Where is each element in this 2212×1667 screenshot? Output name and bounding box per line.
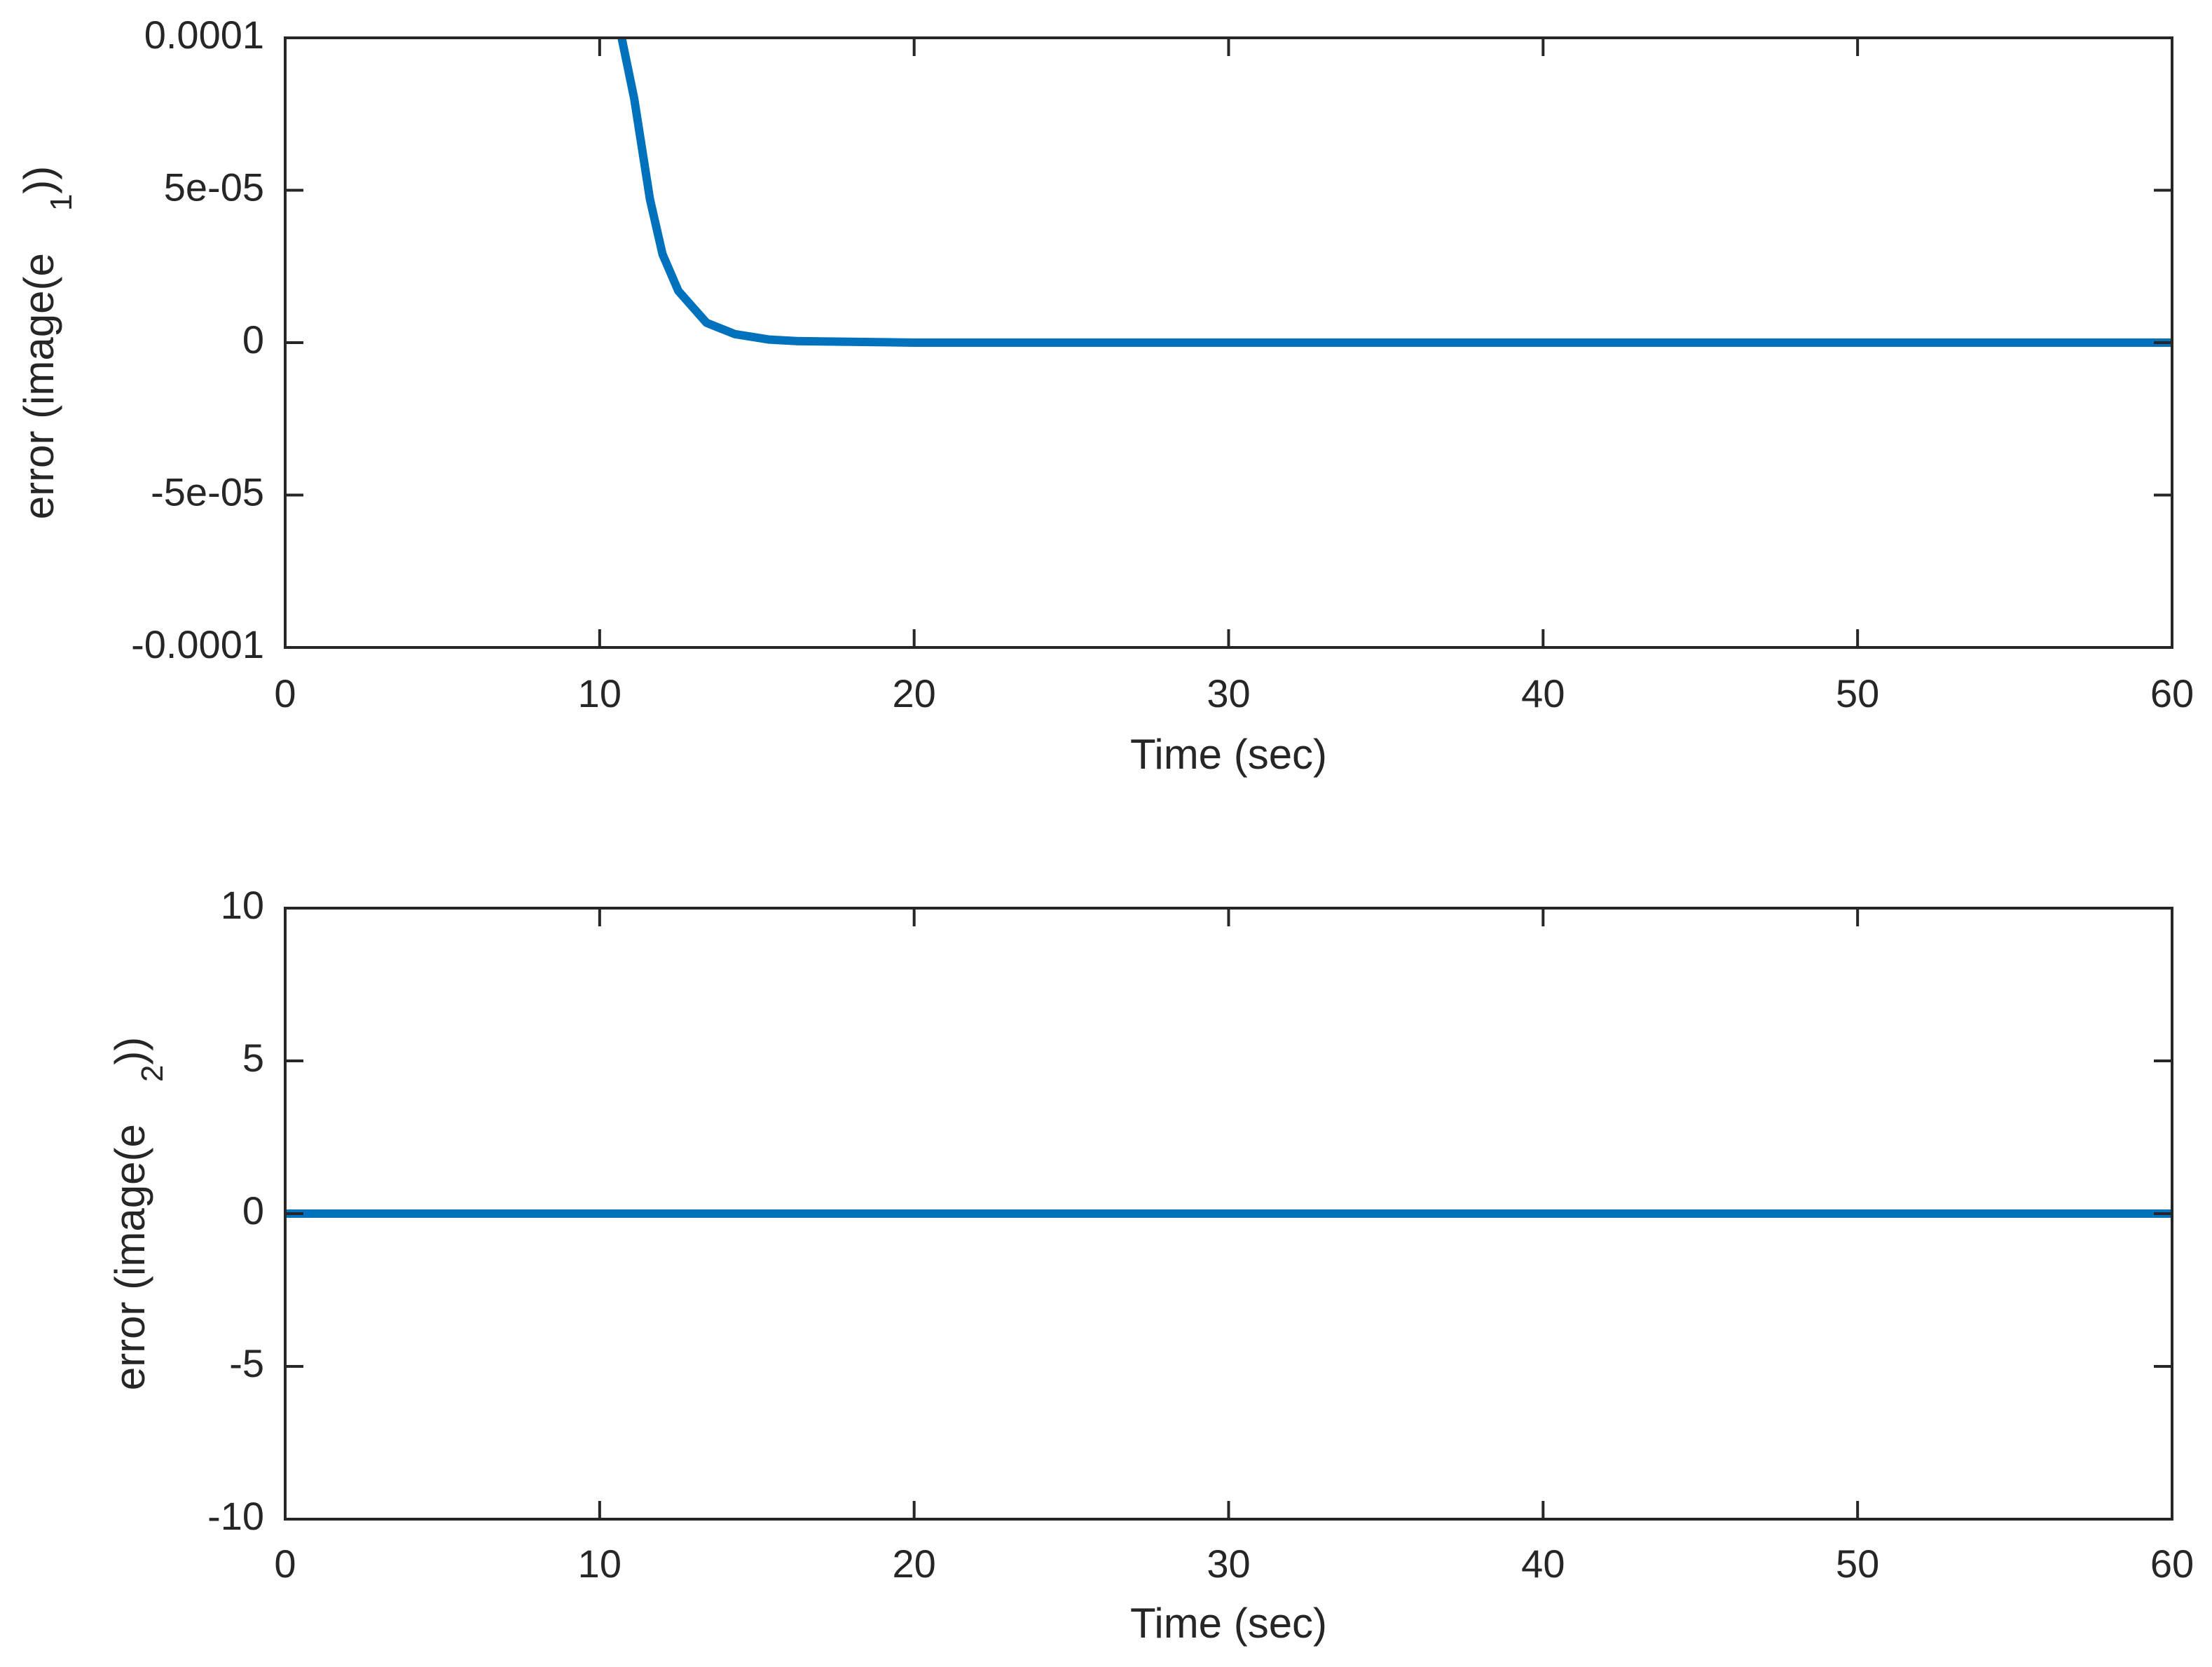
x-axis-label: Time (sec) [1130,1600,1327,1647]
y-label-main: error (image(e [15,253,62,519]
x-tick-label: 60 [2150,671,2194,715]
y-label-subscript: 1 [44,194,78,211]
y-axis-label: error (image(e 1)) [15,166,78,520]
x-tick-label: 20 [893,1542,936,1586]
y-label-subscript: 2 [135,1065,170,1082]
y-label-suffix: )) [15,166,62,194]
x-tick-label: 0 [274,671,296,715]
x-tick-label: 10 [578,671,621,715]
y-axis-label: error (image(e 2)) [107,1037,170,1391]
x-tick-label: 20 [893,671,936,715]
x-tick-label: 30 [1207,671,1250,715]
y-tick-label: 10 [221,883,264,927]
y-tick-label: 0.0001 [144,13,264,57]
x-axis-label: Time (sec) [1130,731,1327,778]
y-tick-label: 5 [242,1036,264,1080]
y-tick-label: -5e-05 [151,469,264,514]
y-tick-label: 0 [242,1188,264,1233]
x-tick-label: 60 [2150,1542,2194,1586]
y-tick-label: -10 [207,1494,264,1538]
x-tick-label: 50 [1836,671,1879,715]
x-tick-label: 0 [274,1542,296,1586]
y-label-suffix: )) [107,1037,153,1065]
y-label-main: error (image(e [107,1124,153,1390]
x-tick-label: 40 [1521,671,1565,715]
x-tick-label: 30 [1207,1542,1250,1586]
y-tick-label: -0.0001 [131,622,264,666]
y-tick-label: 0 [242,317,264,362]
data-line [617,38,2172,347]
x-tick-label: 10 [578,1542,621,1586]
y-tick-label: 5e-05 [164,165,264,209]
x-tick-label: 50 [1836,1542,1879,1586]
y-tick-label: -5 [229,1341,264,1385]
x-tick-label: 40 [1521,1542,1565,1586]
